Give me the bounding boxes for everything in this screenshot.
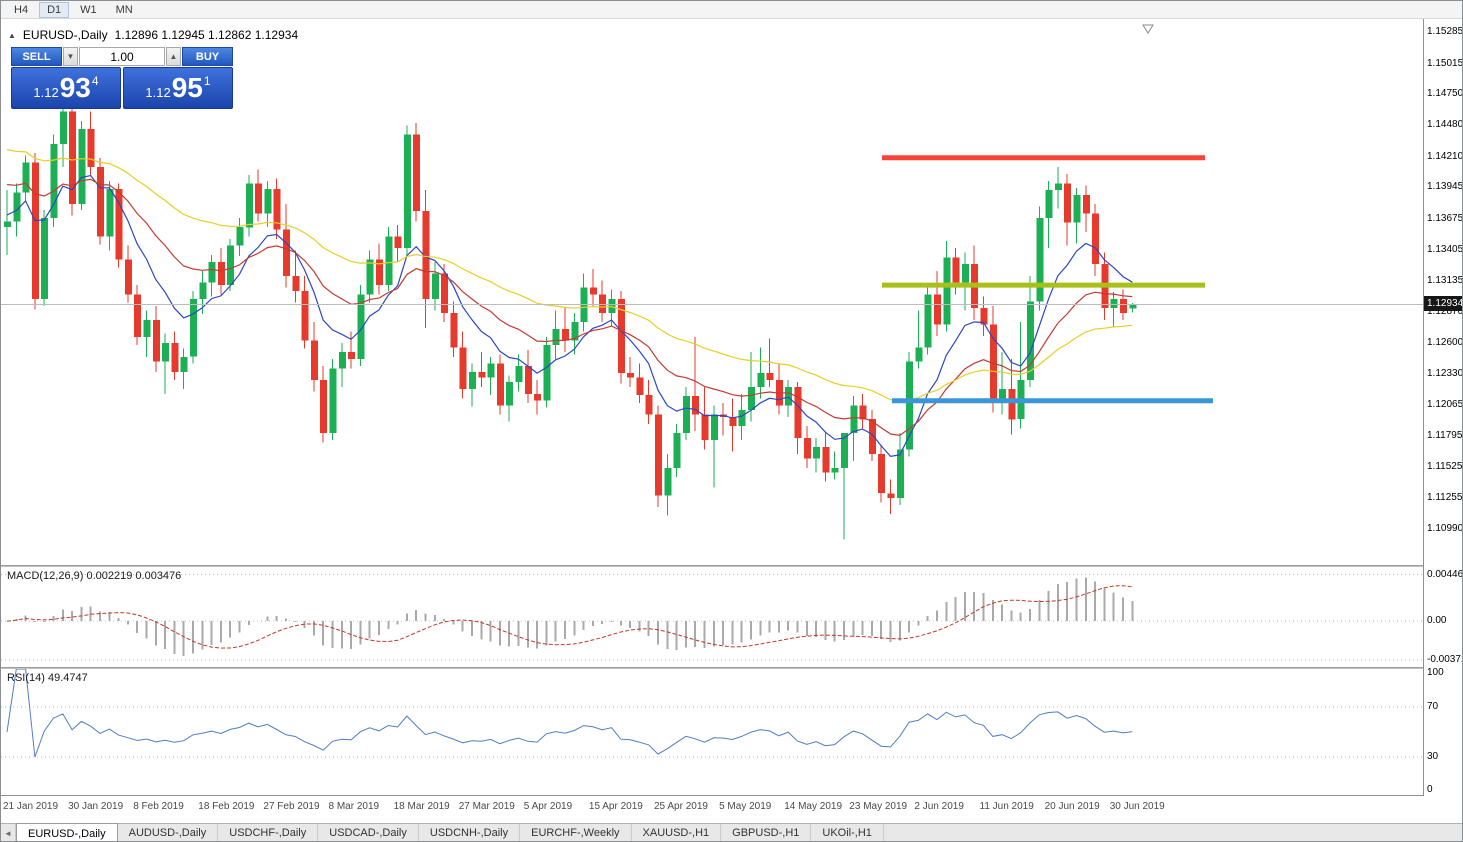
ma-line-21 [6,178,1133,437]
date-axis-label: 5 Apr 2019 [523,801,573,812]
sell-button[interactable]: SELL [11,47,62,66]
lot-size-input[interactable]: 1.00 [79,47,165,66]
timeframe-d1-button[interactable]: D1 [39,1,70,18]
price-axis-label: 1.11525 [1427,461,1463,473]
date-axis-label: 18 Feb 2019 [198,801,255,812]
date-axis-label: 27 Mar 2019 [458,801,515,812]
chart-tabs: EURUSD-,Daily AUDUSD-,Daily USDCHF-,Daily U… [16,823,884,841]
macd-axis-label: 0.004465 [1427,568,1463,580]
rsi-axis-label: 100 [1427,667,1444,678]
date-axis-label: 20 Jun 2019 [1044,801,1100,812]
candles [4,102,1137,540]
candlestick-chart[interactable] [1,19,1423,565]
price-axis-label: 1.11255 [1427,492,1463,504]
chart-tab-eurchf-weekly[interactable]: EURCHF-,Weekly [520,824,632,841]
date-axis-label: 27 Feb 2019 [263,801,320,812]
tab-scroll-left-icon[interactable]: ◄ [1,824,16,841]
sell-price-button[interactable]: 1.12 93 4 [11,67,121,109]
chart-bottom-border [1,795,1462,796]
buy-price-big: 95 [171,72,203,103]
timeframe-mn-button[interactable]: MN [108,2,141,18]
date-axis-label: 25 Apr 2019 [654,801,708,812]
chart-tab-gbpusd-h1[interactable]: GBPUSD-,H1 [721,824,812,841]
price-axis-label: 1.13945 [1427,181,1463,193]
chart-tab-usdchf-daily[interactable]: USDCHF-,Daily [218,824,319,841]
price-axis-label: 1.13135 [1427,275,1463,286]
date-axis-label: 30 Jun 2019 [1109,801,1165,812]
macd-indicator-pane[interactable] [1,567,1423,667]
chart-tab-usdcad-daily[interactable]: USDCAD-,Daily [318,824,419,841]
one-click-collapse-icon[interactable]: ▲ [8,30,16,40]
chart-tab-usdcnh-daily[interactable]: USDCNH-,Daily [419,824,521,841]
rsi-line [6,669,1133,758]
price-axis-label: 1.12065 [1427,398,1463,410]
macd-axis-label: -0.003715 [1427,653,1462,665]
rsi-axis-label: 70 [1427,700,1439,712]
price-axis-label: 1.14480 [1427,119,1463,131]
chart-tab-audusd-daily[interactable]: AUDUSD-,Daily [118,824,219,841]
date-axis-label: 11 Jun 2019 [979,801,1034,812]
timeframe-toolbar: H4 D1 W1 MN [1,1,1462,19]
chart-region: ▲ EURUSD-,Daily 1.12896 1.12945 1.12862 … [1,19,1463,823]
price-axis-label: 1.15015 [1427,57,1463,69]
rsi-label: RSI(14) 49.4747 [7,672,88,684]
macd-axis-label: 0.00 [1427,615,1447,627]
date-axis-label: 18 Mar 2019 [393,801,450,812]
sell-price-prefix: 1.12 [33,85,59,100]
macd-label: MACD(12,26,9) 0.002219 0.003476 [7,570,182,582]
price-axis-label: 1.12330 [1427,368,1463,380]
chart-symbol-label: EURUSD-,Daily [22,28,108,42]
price-axis-label: 1.13405 [1427,243,1463,255]
date-axis-label: 21 Jan 2019 [3,801,59,812]
sell-price-big: 93 [59,72,91,103]
time-scale[interactable]: 21 Jan 2019 30 Jan 2019 8 Feb 2019 18 Feb 2… [1,797,1462,819]
date-axis-label: 14 May 2019 [784,801,843,812]
timeframe-h4-button[interactable]: H4 [6,2,36,18]
trade-panel-price-row: 1.12 93 4 1.12 95 1 [11,67,233,109]
price-scale[interactable]: 1.12934 1.15285 1.15015 1.14750 1.14480 1.14… [1423,19,1463,796]
buy-price-button[interactable]: 1.12 95 1 [123,67,233,109]
chart-ohlc-values: 1.12896 1.12945 1.12862 1.12934 [114,28,299,42]
date-axis-label: 8 Mar 2019 [328,801,380,812]
lot-increase-icon[interactable]: ▲ [166,47,181,66]
date-axis-label: 23 May 2019 [849,801,908,812]
macd-signal-line [6,585,1133,649]
date-axis-label: 30 Jan 2019 [68,801,124,812]
rsi-indicator-pane[interactable] [1,669,1423,795]
one-click-trading-panel: SELL ▼ 1.00 ▲ BUY 1.12 93 4 1.12 95 1 [11,47,233,109]
buy-button[interactable]: BUY [182,47,233,66]
price-axis-label: 1.11795 [1427,430,1463,442]
date-axis-label: 15 Apr 2019 [588,801,643,812]
chart-tab-xauusd-h1[interactable]: XAUUSD-,H1 [632,824,722,841]
lot-decrease-icon[interactable]: ▼ [63,47,78,66]
chart-tabbar: ◄ EURUSD-,Daily AUDUSD-,Daily USDCHF-,Dail… [1,823,1462,841]
ma-line-9 [6,174,1133,457]
price-axis-label: 1.14750 [1427,88,1463,100]
current-price-badge: 1.12934 [1424,296,1462,312]
chart-shift-marker-icon[interactable] [1142,24,1154,34]
timeframe-w1-button[interactable]: W1 [72,2,105,18]
buy-price-sup: 1 [203,73,211,88]
date-axis-label: 2 Jun 2019 [914,801,964,812]
price-axis-label: 1.12600 [1427,336,1463,348]
price-axis-label: 1.15285 [1427,26,1463,38]
rsi-axis-label: 30 [1427,751,1439,763]
ma-line-45 [6,148,1133,403]
chart-tab-eurusd-daily[interactable]: EURUSD-,Daily [16,823,118,841]
date-axis-label: 5 May 2019 [719,801,772,812]
price-axis-label: 1.14210 [1427,150,1463,162]
price-axis-label: 1.10990 [1427,523,1463,535]
buy-price-prefix: 1.12 [145,85,171,100]
pane-divider[interactable] [1,565,1462,567]
trade-panel-top-row: SELL ▼ 1.00 ▲ BUY [11,47,233,66]
rsi-axis-label: 0 [1427,784,1433,795]
pane-divider[interactable] [1,667,1462,669]
sell-price-sup: 4 [91,73,99,88]
chart-tab-ukoil-h1[interactable]: UKOil-,H1 [811,824,884,841]
price-axis-label: 1.13675 [1427,212,1463,224]
date-axis-label: 8 Feb 2019 [133,801,184,812]
chart-title: ▲ EURUSD-,Daily 1.12896 1.12945 1.12862 … [8,28,298,42]
